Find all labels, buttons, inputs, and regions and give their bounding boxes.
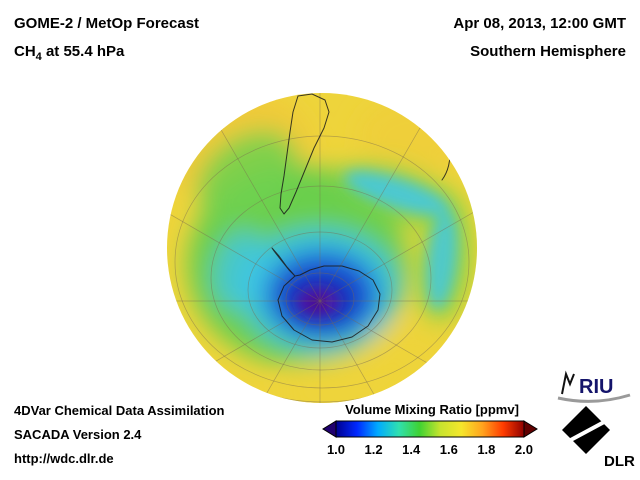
header-left: GOME-2 / MetOp Forecast CH4 at 55.4 hPa xyxy=(14,10,199,71)
riu-logo: RIU xyxy=(557,370,631,403)
antarctica-outline xyxy=(271,247,381,343)
tick-label: 2.0 xyxy=(514,442,533,457)
tick-label: 1.0 xyxy=(326,442,346,457)
tick-label: 1.4 xyxy=(402,442,421,457)
colorbar-title: Volume Mixing Ratio [ppmv] xyxy=(345,402,519,417)
riu-antenna-icon xyxy=(561,370,575,395)
riu-swoosh xyxy=(557,393,631,403)
dlr-swoosh xyxy=(566,419,607,444)
colorbar-over-arrow xyxy=(523,420,538,438)
tick-label: 1.2 xyxy=(364,442,383,457)
south-america-outline xyxy=(279,93,330,215)
hemisphere-label: Southern Hemisphere xyxy=(470,43,626,60)
subtitle-level: at 55.4 hPa xyxy=(41,43,125,60)
page-title: GOME-2 / MetOp Forecast xyxy=(14,15,200,32)
header-right: Apr 08, 2013, 12:00 GMT Southern Hemisph… xyxy=(453,10,626,66)
subtitle-species: CH xyxy=(14,43,36,60)
page-subtitle: CH4 at 55.4 hPa xyxy=(14,38,199,71)
globe-map xyxy=(167,93,477,403)
tick-label: 1.6 xyxy=(439,442,458,457)
dlr-logo-text: DLR xyxy=(604,453,635,470)
riu-logo-text: RIU xyxy=(579,376,613,398)
colorbar-tick-labels: 1.0 1.2 1.4 1.6 1.8 2.0 xyxy=(318,442,542,457)
subtitle-subscript: 4 xyxy=(35,51,42,63)
dlr-logo: DLR xyxy=(562,406,635,470)
website-url: http://wdc.dlr.de xyxy=(14,451,114,466)
tick-label: 1.8 xyxy=(477,442,496,457)
graticule xyxy=(167,93,477,403)
colorbar-under-arrow xyxy=(322,420,337,438)
colorbar-gradient-bar xyxy=(335,420,525,438)
assimilation-label: 4DVar Chemical Data Assimilation xyxy=(14,403,225,418)
version-label: SACADA Version 2.4 xyxy=(14,427,142,442)
colorbar xyxy=(322,420,538,438)
datetime-label: Apr 08, 2013, 12:00 GMT xyxy=(453,15,626,32)
